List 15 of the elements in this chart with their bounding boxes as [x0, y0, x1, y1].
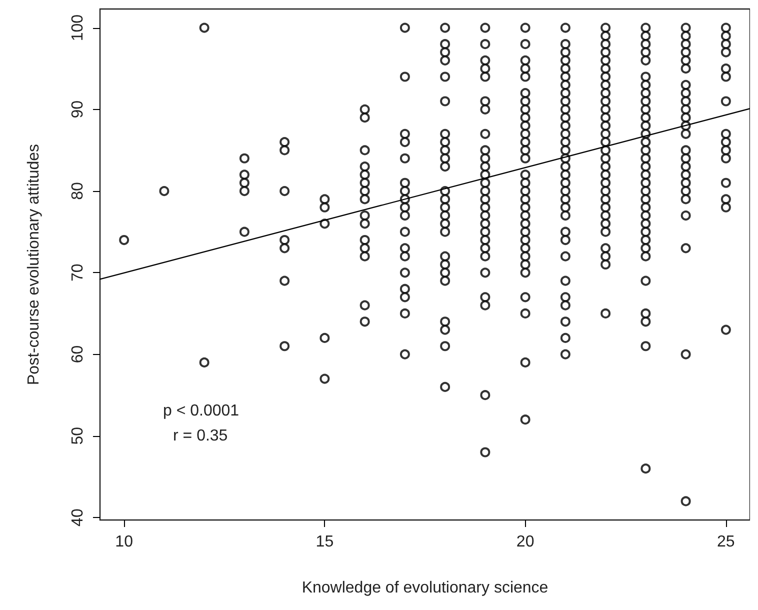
y-tick-label: 40: [70, 508, 86, 526]
x-tick-label: 25: [717, 534, 735, 550]
y-tick-label: 50: [70, 426, 86, 445]
x-axis-title: Knowledge of evolutionary science: [302, 580, 548, 596]
x-tick-label: 10: [115, 534, 134, 550]
y-axis-title: Post-course evolutionary attitudes: [26, 144, 42, 386]
y-tick-label: 70: [70, 264, 86, 282]
x-tick-label: 20: [516, 534, 534, 550]
y-tick-label: 60: [70, 345, 86, 364]
y-tick-label: 100: [70, 14, 86, 42]
y-tick-label: 90: [70, 100, 86, 118]
y-tick-label: 80: [70, 182, 86, 200]
annotation: r = 0.35: [173, 428, 228, 444]
x-tick-label: 15: [316, 534, 334, 550]
annotation: p < 0.0001: [163, 402, 240, 420]
